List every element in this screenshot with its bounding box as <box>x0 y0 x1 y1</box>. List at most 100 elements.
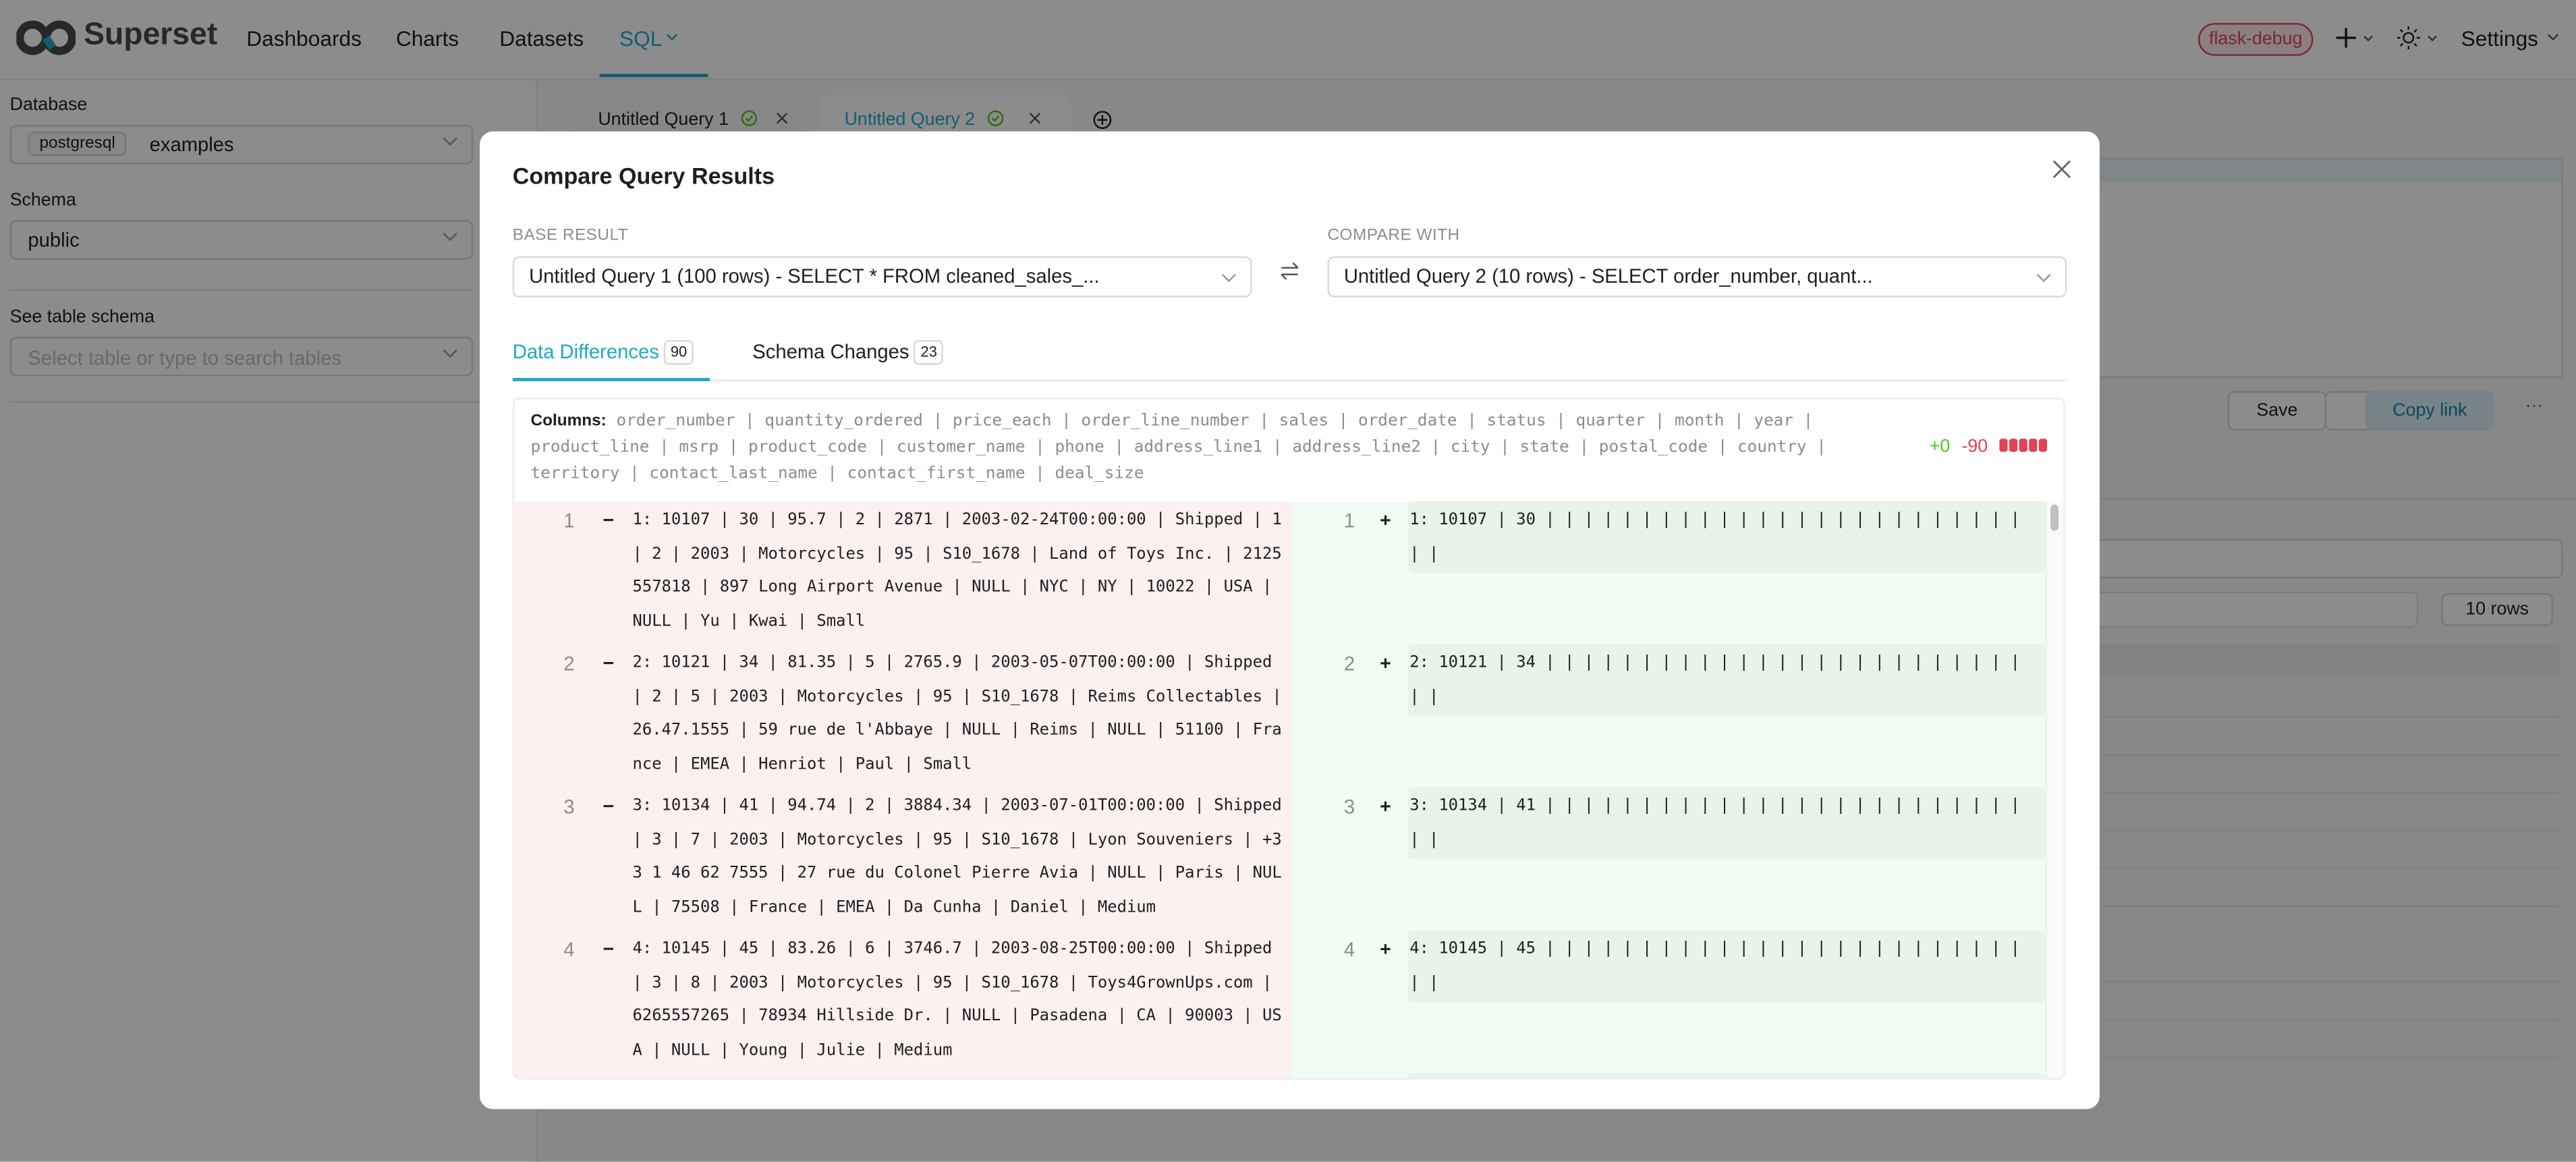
diff-bar-block <box>2029 439 2038 452</box>
removed-line-text: 4: 10145 | 45 | 83.26 | 6 | 3746.7 | 200… <box>632 939 1282 1059</box>
diff-bar-block <box>2038 439 2048 452</box>
schema-label: Schema <box>9 190 76 211</box>
chevron-down-icon <box>2547 34 2559 41</box>
diff-panel: Columns: order_number | quantity_ordered… <box>512 397 2065 1080</box>
line-number: 2 <box>563 652 575 675</box>
close-tab-icon[interactable] <box>775 112 787 125</box>
removed-sign: − <box>603 938 614 960</box>
copy-link-label: Copy link <box>2392 401 2467 421</box>
close-tab-icon[interactable] <box>1028 112 1040 125</box>
removed-pane <box>514 501 1291 1078</box>
diff-bar <box>1998 437 2048 457</box>
nav-dashboards[interactable]: Dashboards <box>246 26 362 51</box>
columns-value: order_number | quantity_ordered | price_… <box>530 412 1826 483</box>
compare-with-label: COMPARE WITH <box>1327 227 1460 245</box>
copy-link-button[interactable]: Copy link <box>2365 391 2494 431</box>
added-highlight <box>1407 930 2046 1003</box>
added-highlight <box>1407 1073 2046 1078</box>
added-highlight <box>1407 644 2046 717</box>
line-number: 3 <box>1343 795 1355 819</box>
compare-results-modal: Compare Query Results BASE RESULT Untitl… <box>480 131 2100 1109</box>
base-result-label: BASE RESULT <box>512 227 629 245</box>
diff-bar-block <box>2019 439 2027 452</box>
plus-menu-icon[interactable] <box>2336 26 2376 49</box>
base-result-value: Untitled Query 1 (100 rows) - SELECT * F… <box>529 265 1100 288</box>
query-tab-label: Untitled Query 1 <box>598 110 729 130</box>
added-sign: + <box>1380 795 1391 817</box>
success-check-icon <box>740 110 756 127</box>
table-select-placeholder: Select table or type to search tables <box>28 346 341 370</box>
removed-sign: − <box>603 509 614 531</box>
more-options-button[interactable]: ··· <box>2525 395 2544 416</box>
database-value: examples <box>149 133 234 157</box>
removed-sign: − <box>603 652 614 674</box>
row-count-badge: 10 rows <box>2441 593 2553 626</box>
close-icon[interactable] <box>2052 159 2071 179</box>
chevron-down-icon <box>443 232 457 242</box>
active-nav-indicator <box>599 74 708 78</box>
database-label: Database <box>9 95 88 115</box>
columns-label: Columns: <box>530 412 607 431</box>
removed-line-text: 1: 10107 | 30 | 95.7 | 2 | 2871 | 2003-0… <box>632 511 1282 630</box>
count-badge: 23 <box>914 340 944 365</box>
add-tab-icon[interactable] <box>1092 110 1112 130</box>
tab-label: Schema Changes <box>752 340 909 364</box>
removed-count: -90 <box>1961 437 1988 457</box>
removed-line-text: 2: 10121 | 34 | 81.35 | 5 | 2765.9 | 200… <box>632 654 1282 773</box>
added-line-text: 1: 10107 | 30 | | | | | | | | | | | | | … <box>1409 511 2021 563</box>
database-engine-tag: postgresql <box>28 131 127 157</box>
table-select[interactable]: Select table or type to search tables <box>9 337 474 377</box>
diff-bar-block <box>1999 439 2008 452</box>
diff-stats: +0 -90 <box>1929 437 2048 457</box>
removed-sign: − <box>603 795 614 817</box>
sql-sidebar: Database postgresql examples Schema publ… <box>0 80 538 1162</box>
infinity-logo-icon <box>16 20 77 55</box>
brand-name: Superset <box>84 18 218 53</box>
line-number: 2 <box>1343 652 1355 675</box>
line-number: 4 <box>1343 938 1355 962</box>
added-line-text: 4: 10145 | 45 | | | | | | | | | | | | | … <box>1409 939 2021 992</box>
tabs-divider <box>512 379 2067 381</box>
compare-with-select[interactable]: Untitled Query 2 (10 rows) - SELECT orde… <box>1327 256 2067 298</box>
tab-data-differences[interactable]: Data Differences 90 <box>513 340 694 365</box>
removed-line-text: 3: 10134 | 41 | 94.74 | 2 | 3884.34 | 20… <box>632 796 1282 916</box>
tab-schema-changes[interactable]: Schema Changes 23 <box>752 340 944 365</box>
divider <box>9 401 526 403</box>
added-sign: + <box>1380 938 1391 960</box>
columns-list: Columns: order_number | quantity_ordered… <box>531 409 1829 488</box>
added-line-text: 3: 10134 | 41 | | | | | | | | | | | | | … <box>1409 796 2021 849</box>
added-sign: + <box>1380 509 1391 531</box>
line-number: 1 <box>1343 509 1355 532</box>
schema-select[interactable]: public <box>9 220 474 260</box>
active-tab-indicator <box>512 378 710 381</box>
chevron-down-icon <box>443 349 457 358</box>
line-number: 3 <box>563 795 575 819</box>
nav-charts[interactable]: Charts <box>395 26 459 51</box>
diff-bar-block <box>2009 439 2018 452</box>
line-number: 1 <box>563 509 575 532</box>
count-badge: 90 <box>664 340 694 365</box>
scrollbar[interactable] <box>2045 501 2064 1078</box>
tab-label: Data Differences <box>512 340 659 364</box>
diff-body[interactable]: 1 − 1: 10107 | 30 | 95.7 | 2 | 2871 | 20… <box>514 501 2064 1078</box>
added-highlight <box>1407 787 2046 860</box>
modal-title: Compare Query Results <box>512 163 775 190</box>
line-number: 4 <box>563 938 575 962</box>
added-count: +0 <box>1929 437 1951 457</box>
scrollbar-thumb[interactable] <box>2050 504 2059 531</box>
swap-icon[interactable] <box>1280 261 1299 281</box>
save-button[interactable]: Save <box>2227 391 2326 431</box>
env-badge: flask-debug <box>2198 23 2314 56</box>
base-result-select[interactable]: Untitled Query 1 (100 rows) - SELECT * F… <box>512 256 1252 298</box>
nav-sql[interactable]: SQL <box>619 26 663 51</box>
superset-logo[interactable]: Superset <box>16 18 217 64</box>
theme-sun-icon[interactable] <box>2397 25 2443 51</box>
database-select[interactable]: postgresql examples <box>9 125 474 165</box>
row-count-label: 10 rows <box>2465 599 2529 619</box>
nav-datasets[interactable]: Datasets <box>499 26 584 51</box>
chevron-down-icon <box>2036 273 2051 283</box>
settings-menu[interactable]: Settings <box>2461 26 2539 51</box>
compare-with-value: Untitled Query 2 (10 rows) - SELECT orde… <box>1343 265 1873 288</box>
divider <box>9 289 474 291</box>
top-navbar: Superset Dashboards Charts Datasets SQL … <box>0 0 2576 81</box>
